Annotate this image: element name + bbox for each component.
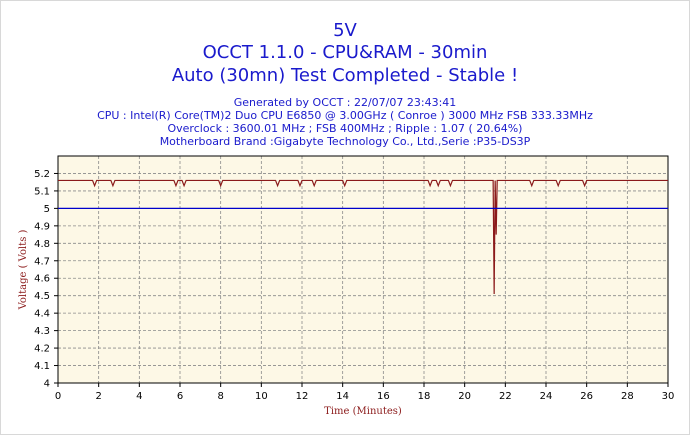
y-tick-label: 4.5 <box>34 291 50 302</box>
y-axis-title: Voltage ( Volts ) <box>18 229 29 310</box>
info-overclock: Overclock : 3600.01 MHz ; FSB 400MHz ; R… <box>167 122 523 135</box>
y-tick-label: 4.4 <box>34 309 50 320</box>
x-tick-label: 14 <box>336 391 349 402</box>
plot-area <box>58 156 668 383</box>
y-tick-label: 4.9 <box>34 221 50 232</box>
x-tick-label: 2 <box>95 391 101 402</box>
x-tick-label: 6 <box>177 391 183 402</box>
y-tick-label: 5.2 <box>34 169 50 180</box>
y-tick-label: 4 <box>44 379 50 390</box>
y-tick-label: 4.3 <box>34 326 50 337</box>
y-tick-label: 5 <box>44 204 50 215</box>
x-tick-label: 28 <box>621 391 634 402</box>
info-generated: Generated by OCCT : 22/07/07 23:43:41 <box>233 96 457 109</box>
x-tick-label: 0 <box>55 391 61 402</box>
x-tick-label: 22 <box>499 391 512 402</box>
y-tick-label: 4.2 <box>34 344 50 355</box>
x-axis-title: Time (Minutes) <box>324 406 402 417</box>
test-status: Auto (30mn) Test Completed - Stable ! <box>171 65 519 86</box>
x-tick-label: 10 <box>255 391 268 402</box>
x-tick-label: 26 <box>580 391 593 402</box>
y-tick-label: 4.6 <box>34 274 50 285</box>
y-tick-label: 4.1 <box>34 361 50 372</box>
chart-subtitle: OCCT 1.1.0 - CPU&RAM - 30min <box>202 42 488 63</box>
x-tick-label: 20 <box>458 391 471 402</box>
plot-border <box>57 155 669 384</box>
y-tick-label: 5.1 <box>34 186 50 197</box>
x-tick-label: 12 <box>296 391 309 402</box>
x-tick-label: 8 <box>217 391 223 402</box>
y-tick-label: 4.8 <box>34 239 50 250</box>
info-cpu: CPU : Intel(R) Core(TM)2 Duo CPU E6850 @… <box>97 109 593 122</box>
x-tick-label: 30 <box>662 391 675 402</box>
x-tick-label: 4 <box>136 391 142 402</box>
chart-title: 5V <box>333 20 357 41</box>
info-motherboard: Motherboard Brand :Gigabyte Technology C… <box>159 135 531 148</box>
x-tick-label: 24 <box>540 391 553 402</box>
x-tick-label: 16 <box>377 391 390 402</box>
y-tick-label: 4.7 <box>34 256 50 267</box>
series-line-0 <box>58 179 668 294</box>
x-tick-label: 18 <box>418 391 431 402</box>
